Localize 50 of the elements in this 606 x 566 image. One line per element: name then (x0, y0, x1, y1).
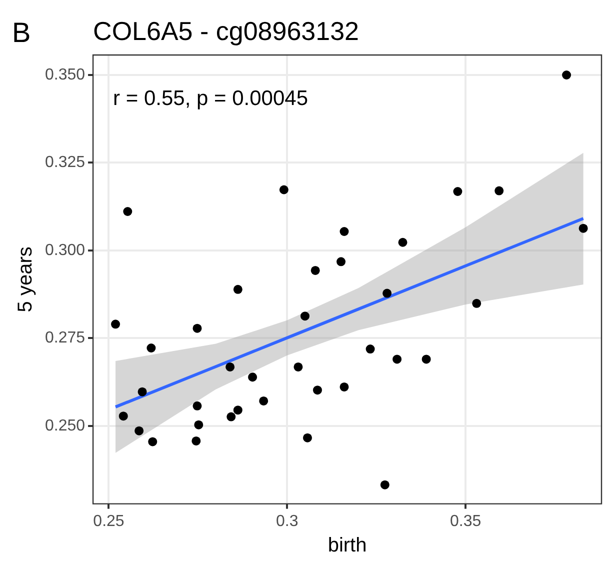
point (148, 437, 158, 446)
annotation: r = 0.55, p = 0.00045 (113, 87, 308, 110)
point (340, 382, 349, 392)
point (233, 284, 242, 294)
point (578, 224, 588, 233)
point (336, 257, 346, 266)
y-tick-label: 0.275 (44, 330, 86, 347)
point (146, 344, 156, 352)
y-tick-label: 0.350 (44, 66, 86, 84)
point (226, 362, 235, 372)
point (366, 344, 375, 354)
point (294, 362, 303, 372)
point (192, 324, 202, 333)
point (194, 420, 204, 430)
point (134, 426, 144, 436)
point (233, 406, 242, 415)
point (118, 412, 128, 421)
y-tick-label: 0.325 (44, 154, 86, 172)
y-tick-label: 0.250 (44, 417, 86, 434)
text: B (12, 17, 31, 48)
point (340, 227, 349, 236)
point (494, 186, 504, 196)
y-tick-label: 0.300 (44, 242, 86, 259)
point (192, 436, 201, 446)
y-axis-title: 5 years (14, 246, 37, 312)
point (259, 396, 268, 406)
point (562, 70, 572, 80)
point (398, 238, 408, 247)
point (300, 312, 310, 321)
chart-title: COL6A5 - cg08963132 (93, 16, 360, 46)
point (422, 354, 431, 364)
point (123, 207, 132, 216)
x-tick-label: 0.3 (276, 512, 298, 530)
point (111, 320, 120, 329)
point (392, 354, 402, 364)
point (192, 401, 202, 410)
x-tick-label: 0.35 (450, 512, 482, 530)
point (138, 387, 147, 396)
point (226, 412, 236, 422)
point (472, 298, 482, 308)
point (312, 386, 322, 395)
point (279, 185, 288, 194)
point (248, 372, 258, 382)
point (302, 433, 312, 442)
point (382, 288, 392, 298)
x-tick-label: 0.25 (93, 512, 124, 530)
point (310, 266, 320, 275)
point (380, 480, 390, 490)
point (453, 187, 462, 196)
x-axis-title: birth (328, 534, 367, 557)
